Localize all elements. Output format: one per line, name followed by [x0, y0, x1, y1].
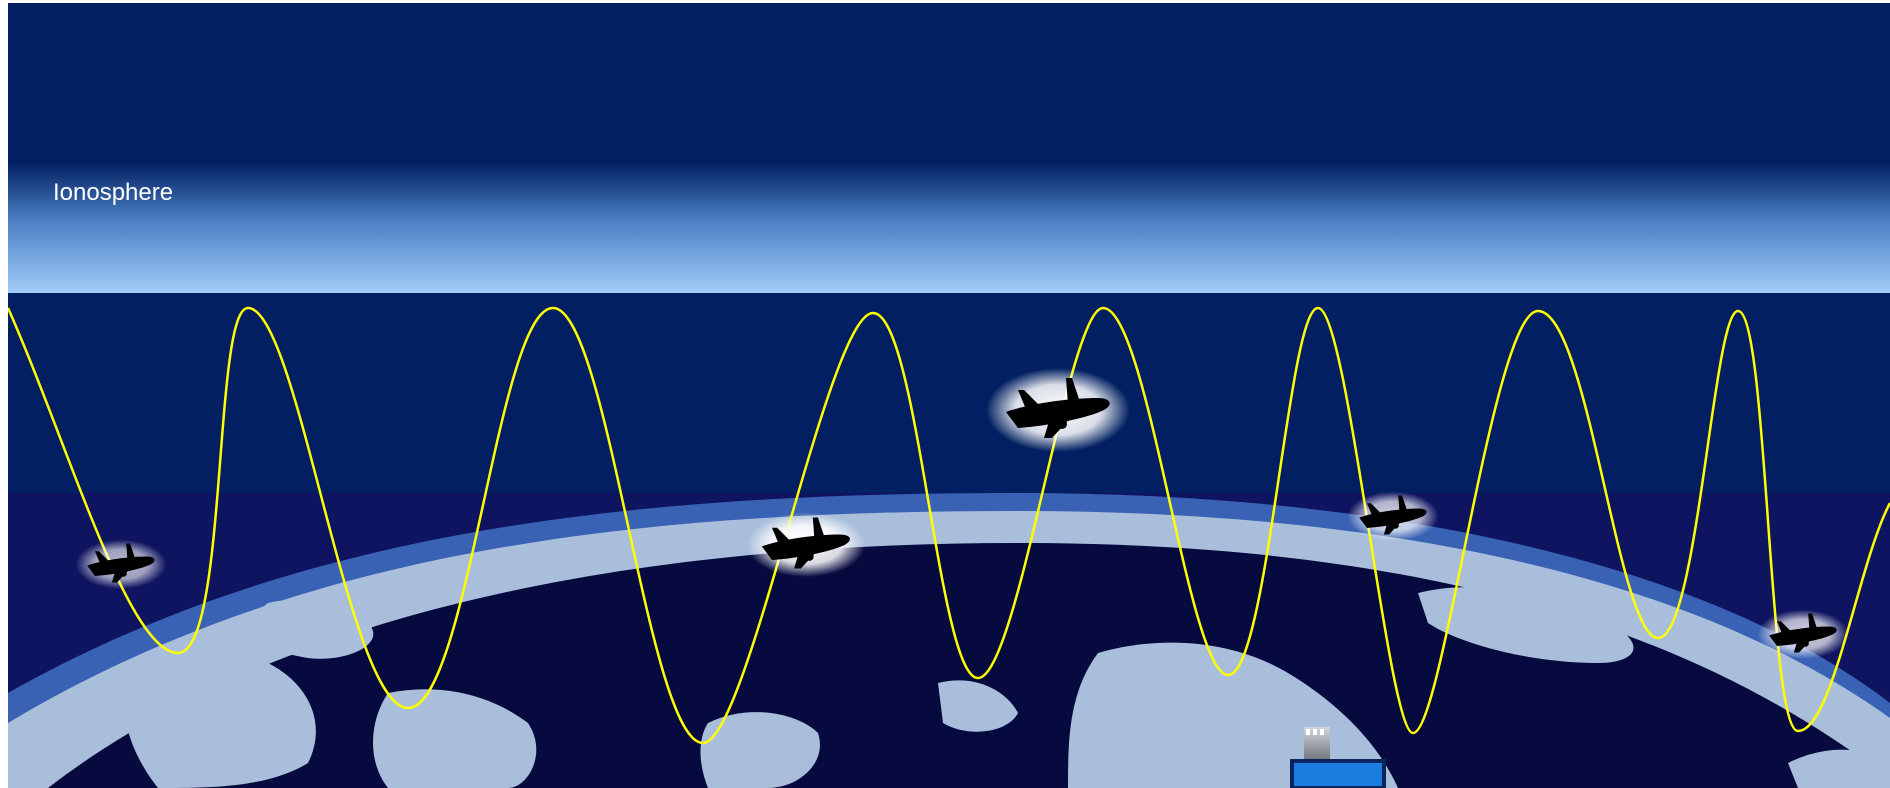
- airplane-icon: [1347, 491, 1439, 541]
- ionosphere-diagram: Ionosphere: [8, 3, 1890, 788]
- lower-sky: [8, 293, 1890, 493]
- ionosphere-label: Ionosphere: [53, 179, 174, 206]
- landmass: [700, 712, 820, 788]
- landmass: [1788, 749, 1890, 788]
- radio-signal-wave: [8, 306, 1890, 745]
- landmass: [373, 689, 537, 788]
- airplane-icon: [746, 512, 866, 577]
- landmass: [125, 657, 316, 788]
- airplane-icon: [1757, 609, 1849, 659]
- landmass: [1418, 587, 1634, 663]
- landmass: [238, 600, 374, 659]
- airplane-icon: [986, 368, 1130, 452]
- upper-atmosphere: [8, 3, 1890, 293]
- ground-station-icon: [1290, 727, 1386, 788]
- airplane-icon: [75, 539, 167, 589]
- landmass: [938, 680, 1018, 732]
